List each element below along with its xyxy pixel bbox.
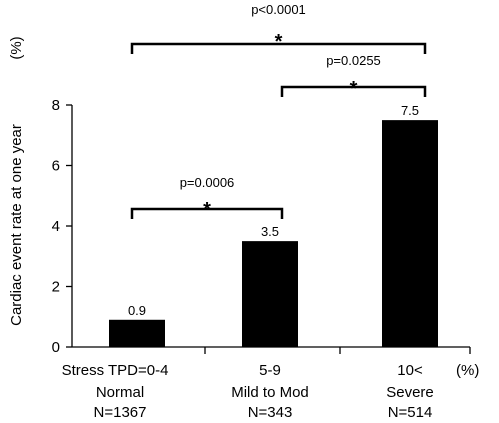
- x-category-label: Stress TPD=0-4: [62, 362, 169, 379]
- bar-value-label: 7.5: [401, 103, 419, 118]
- x-category-sublabel: Mild to Mod: [231, 384, 309, 401]
- significance-bracket: [130, 207, 284, 219]
- y-tick-label: 2: [52, 279, 60, 296]
- bars: 0.9 3.5 7.5: [109, 103, 438, 347]
- significance-star: *: [203, 199, 211, 221]
- significance-star: *: [275, 31, 283, 53]
- x-category-sublabel: N=343: [248, 404, 293, 421]
- bar: [242, 241, 298, 347]
- bar-value-label: 3.5: [261, 224, 279, 239]
- p-value-label: p=0.0006: [180, 175, 235, 190]
- y-tick-label: 4: [52, 218, 60, 235]
- x-category-label: 10<: [397, 362, 423, 379]
- significance-star: *: [350, 78, 358, 100]
- significance-bracket: [130, 42, 427, 54]
- bar: [382, 120, 438, 347]
- p-value-label: p<0.0001: [251, 2, 306, 17]
- y-tick-label: 0: [52, 339, 60, 356]
- p-value-label: p=0.0255: [326, 53, 381, 68]
- bar: [109, 319, 165, 347]
- x-category-sublabel: N=514: [388, 404, 433, 421]
- y-axis-unit: (%): [8, 36, 25, 59]
- x-category-label: 5-9: [259, 362, 281, 379]
- bar-value-label: 0.9: [128, 303, 146, 318]
- x-category-sublabel: N=1367: [94, 404, 147, 421]
- x-axis-labels: Stress TPD=0-4 Normal N=1367 5-9 Mild to Mod…: [62, 362, 434, 421]
- x-category-sublabel: Normal: [96, 384, 144, 401]
- significance-bracket: [280, 85, 427, 97]
- significance-brackets: p=0.0006 * p=0.0255 * p<0.0001 *: [130, 2, 427, 221]
- y-axis-label: Cardiac event rate at one year: [8, 124, 25, 326]
- x-category-sublabel: Severe: [386, 384, 434, 401]
- y-tick-label: 6: [52, 158, 60, 175]
- y-tick-label: 8: [52, 97, 60, 114]
- x-axis-unit: (%): [456, 362, 479, 379]
